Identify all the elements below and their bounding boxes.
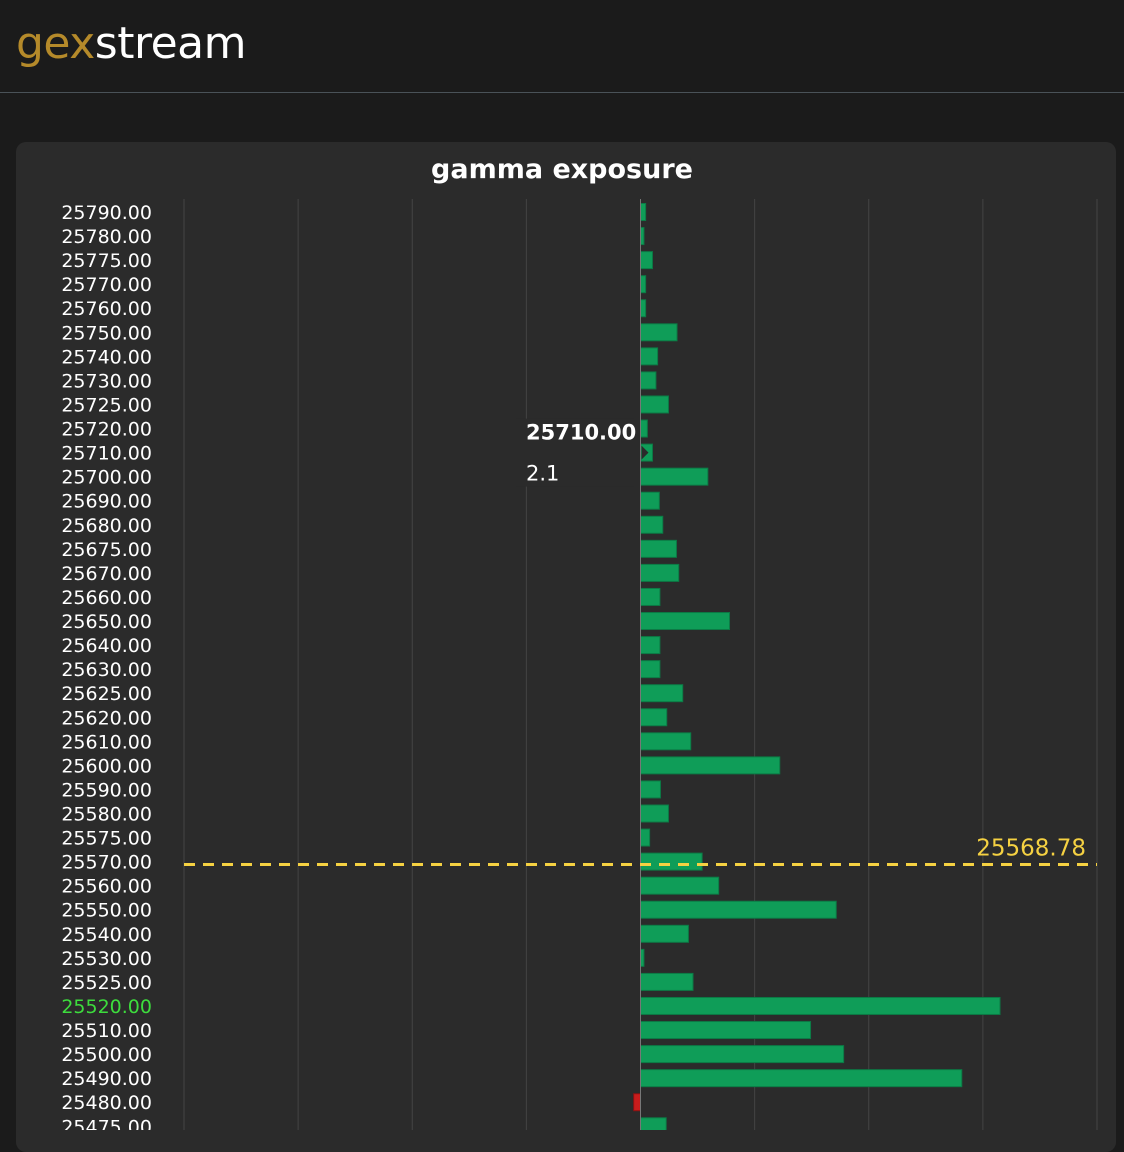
bar[interactable] bbox=[640, 299, 647, 318]
bar[interactable] bbox=[640, 419, 648, 438]
y-tick-label: 25570.00 bbox=[61, 852, 152, 874]
bar[interactable] bbox=[640, 587, 661, 606]
y-tick-label: 25710.00 bbox=[61, 443, 152, 465]
bar[interactable] bbox=[640, 203, 647, 221]
bar[interactable] bbox=[640, 756, 781, 775]
bar[interactable] bbox=[640, 732, 692, 751]
bar[interactable] bbox=[640, 539, 677, 558]
bar[interactable] bbox=[640, 900, 837, 919]
spot-price-label: 25568.78 bbox=[976, 836, 1086, 862]
y-tick-label: 25770.00 bbox=[61, 274, 152, 296]
bar[interactable] bbox=[640, 467, 709, 486]
y-tick-label: 25475.00 bbox=[61, 1116, 152, 1130]
bar[interactable] bbox=[640, 1117, 667, 1130]
bar[interactable] bbox=[640, 804, 669, 823]
bar[interactable] bbox=[640, 1021, 812, 1040]
tooltip-background bbox=[516, 418, 634, 487]
bar[interactable] bbox=[640, 708, 668, 727]
bar[interactable] bbox=[640, 828, 651, 847]
app-logo[interactable]: gexstream bbox=[16, 18, 246, 70]
app-header: gexstream bbox=[0, 0, 1124, 93]
bar[interactable] bbox=[640, 780, 661, 799]
y-tick-label: 25660.00 bbox=[61, 587, 152, 609]
bar[interactable] bbox=[640, 275, 647, 294]
y-tick-label: 25540.00 bbox=[61, 924, 152, 946]
y-tick-label: 25480.00 bbox=[61, 1092, 152, 1114]
y-tick-label: 25520.00 bbox=[61, 996, 152, 1018]
y-tick-label: 25720.00 bbox=[61, 419, 152, 441]
y-tick-label: 25650.00 bbox=[61, 611, 152, 633]
bar[interactable] bbox=[640, 612, 731, 631]
y-tick-label: 25530.00 bbox=[61, 948, 152, 970]
y-tick-label: 25625.00 bbox=[61, 683, 152, 705]
bar[interactable] bbox=[640, 924, 689, 943]
y-tick-label: 25525.00 bbox=[61, 972, 152, 994]
bar[interactable] bbox=[640, 323, 678, 342]
y-tick-label: 25575.00 bbox=[61, 828, 152, 850]
bar[interactable] bbox=[633, 1093, 642, 1112]
bar[interactable] bbox=[640, 563, 680, 582]
tooltip-title: 25710.00 bbox=[526, 421, 636, 445]
bar[interactable] bbox=[640, 491, 660, 510]
y-tick-label: 25740.00 bbox=[61, 346, 152, 368]
chart-title: gamma exposure bbox=[431, 154, 693, 185]
y-tick-label: 25510.00 bbox=[61, 1020, 152, 1042]
y-tick-label: 25725.00 bbox=[61, 394, 152, 416]
bar[interactable] bbox=[640, 1069, 963, 1088]
y-tick-label: 25580.00 bbox=[61, 804, 152, 826]
bar[interactable] bbox=[640, 972, 694, 991]
y-tick-label: 25775.00 bbox=[61, 250, 152, 272]
y-tick-label: 25690.00 bbox=[61, 491, 152, 513]
y-tick-label: 25700.00 bbox=[61, 467, 152, 489]
logo-gex: gex bbox=[16, 18, 95, 69]
y-tick-label: 25610.00 bbox=[61, 731, 152, 753]
bar[interactable] bbox=[640, 996, 1001, 1015]
y-tick-label: 25560.00 bbox=[61, 876, 152, 898]
y-tick-label: 25760.00 bbox=[61, 298, 152, 320]
y-tick-label: 25590.00 bbox=[61, 779, 152, 801]
y-tick-label: 25550.00 bbox=[61, 900, 152, 922]
bar[interactable] bbox=[640, 852, 703, 871]
y-tick-label: 25490.00 bbox=[61, 1068, 152, 1090]
y-tick-label: 25620.00 bbox=[61, 707, 152, 729]
y-tick-label: 25780.00 bbox=[61, 226, 152, 248]
logo-stream: stream bbox=[94, 18, 247, 69]
bar[interactable] bbox=[640, 251, 653, 270]
bar[interactable] bbox=[640, 227, 645, 246]
bar[interactable] bbox=[640, 395, 669, 414]
y-tick-label: 25500.00 bbox=[61, 1044, 152, 1066]
bar[interactable] bbox=[640, 1045, 845, 1064]
bar[interactable] bbox=[640, 371, 657, 390]
y-tick-label: 25630.00 bbox=[61, 659, 152, 681]
bar[interactable] bbox=[640, 347, 659, 366]
y-tick-label: 25600.00 bbox=[61, 755, 152, 777]
y-tick-label: 25640.00 bbox=[61, 635, 152, 657]
bar[interactable] bbox=[640, 876, 720, 895]
y-tick-label: 25730.00 bbox=[61, 370, 152, 392]
chart-panel bbox=[16, 142, 1116, 1152]
bar[interactable] bbox=[640, 515, 664, 534]
bar[interactable] bbox=[640, 948, 645, 967]
bar[interactable] bbox=[640, 684, 684, 703]
y-tick-label: 25670.00 bbox=[61, 563, 152, 585]
y-tick-label: 25680.00 bbox=[61, 515, 152, 537]
tooltip-value: 2.1 bbox=[526, 462, 559, 486]
bar[interactable] bbox=[640, 636, 661, 655]
y-tick-label: 25750.00 bbox=[61, 322, 152, 344]
bar[interactable] bbox=[640, 660, 661, 679]
y-tick-label: 25675.00 bbox=[61, 539, 152, 561]
tooltip-caret bbox=[641, 445, 649, 460]
y-tick-label: 25790.00 bbox=[61, 202, 152, 224]
